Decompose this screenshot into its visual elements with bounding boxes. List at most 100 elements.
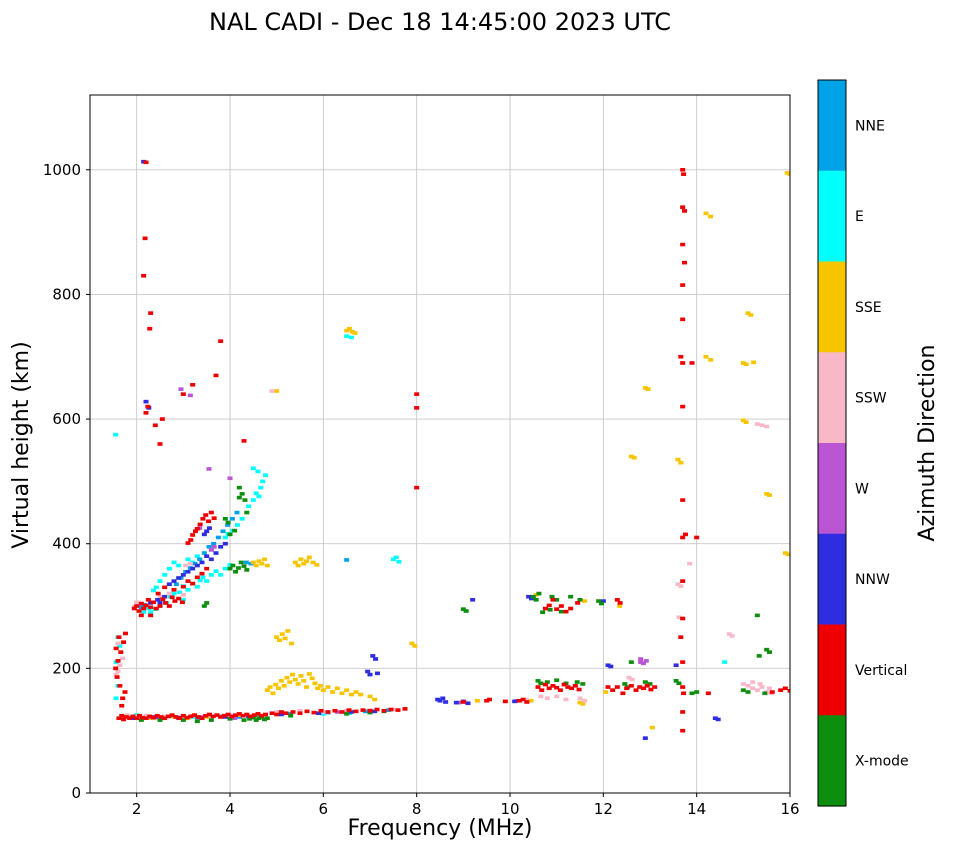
data-point-SSE: [264, 563, 270, 568]
data-point-SSE: [703, 354, 709, 359]
data-point-SSW: [187, 561, 193, 566]
data-point-SSE: [740, 418, 746, 423]
data-point-Vertical: [255, 712, 261, 716]
data-point-SSE: [628, 454, 634, 459]
data-point-X-mode: [227, 566, 233, 571]
data-point-E: [113, 432, 119, 437]
data-point-SSW: [544, 696, 550, 701]
data-point-Vertical: [211, 516, 217, 520]
data-point-SSW: [523, 697, 529, 702]
data-point-Vertical: [162, 716, 168, 721]
data-point-Vertical: [119, 703, 125, 708]
data-point-Vertical: [176, 596, 182, 601]
data-point-E: [194, 554, 200, 558]
data-point-SSW: [582, 698, 588, 703]
data-point-SSE: [281, 684, 287, 688]
data-point-Vertical: [605, 685, 611, 689]
data-point-Vertical: [113, 666, 119, 671]
data-point-NNW: [316, 711, 322, 716]
data-point-SSW: [759, 423, 765, 428]
data-point-Vertical: [166, 604, 172, 608]
data-point-SSW: [678, 584, 684, 588]
data-point-Vertical: [778, 688, 784, 692]
data-point-X-mode: [580, 682, 586, 686]
data-point-E: [208, 573, 214, 577]
data-point-X-mode: [554, 678, 560, 682]
data-point-X-mode: [194, 719, 200, 724]
data-point-Vertical: [218, 715, 224, 719]
data-point-NNW: [673, 663, 679, 668]
data-point-Vertical: [414, 485, 420, 490]
data-point-E: [113, 696, 119, 701]
colorbar-band-label: SSE: [855, 300, 882, 316]
y-tick-label: 0: [71, 784, 81, 802]
data-point-Vertical: [563, 609, 569, 614]
data-point-W: [206, 467, 212, 471]
x-tick-label: 6: [319, 800, 329, 818]
data-point-X-mode: [694, 690, 700, 694]
data-point-SSE: [264, 688, 270, 692]
data-point-Vertical: [147, 714, 153, 719]
data-point-X-mode: [762, 691, 768, 696]
colorbar-band-label: E: [855, 209, 864, 225]
data-point-Vertical: [339, 710, 345, 714]
data-point-E: [218, 573, 224, 577]
data-point-NNW: [528, 596, 534, 601]
data-point-X-mode: [549, 594, 555, 599]
data-point-Vertical: [150, 715, 156, 720]
data-point-Vertical: [192, 529, 198, 534]
data-point-Vertical: [542, 682, 548, 687]
x-tick-label: 4: [225, 800, 235, 818]
data-point-Vertical: [680, 710, 686, 714]
data-point-Vertical: [402, 707, 408, 711]
y-tick-label: 800: [52, 285, 81, 303]
data-point-SSE: [642, 386, 648, 390]
data-point-SSE: [344, 688, 350, 692]
data-point-NNE: [288, 712, 294, 716]
data-point-X-mode: [533, 598, 539, 602]
data-point-NNW: [440, 696, 446, 701]
data-point-E: [234, 523, 240, 527]
data-point-SSE: [631, 455, 637, 460]
data-point-Vertical: [576, 687, 582, 692]
data-point-X-mode: [288, 713, 294, 718]
data-point-X-mode: [244, 510, 250, 515]
data-point-X-mode: [756, 654, 762, 658]
data-point-SSW: [554, 694, 560, 699]
data-point-NNW: [370, 654, 376, 658]
data-point-Vertical: [680, 205, 686, 209]
data-point-X-mode: [235, 566, 241, 570]
data-point-Vertical: [381, 708, 387, 713]
data-point-Vertical: [678, 354, 684, 359]
data-point-SSE: [645, 387, 651, 391]
data-point-Vertical: [116, 635, 122, 639]
data-point-Vertical: [199, 571, 205, 576]
data-point-NNW: [166, 582, 172, 587]
data-point-Vertical: [262, 712, 268, 717]
colorbar-band-label: W: [855, 481, 869, 497]
series-E: [113, 334, 728, 719]
data-point-X-mode: [628, 660, 634, 664]
data-point-Vertical: [353, 709, 359, 714]
data-point-SSE: [315, 686, 321, 691]
data-point-E: [250, 498, 256, 502]
data-point-X-mode: [208, 718, 214, 722]
data-point-X-mode: [740, 688, 746, 692]
data-point-X-mode: [236, 485, 242, 490]
colorbar-band-w: [818, 443, 846, 535]
data-point-SSE: [309, 676, 315, 681]
data-point-Vertical: [367, 708, 373, 713]
data-point-Vertical: [680, 242, 686, 247]
data-point-NNW: [600, 599, 606, 603]
data-point-Vertical: [554, 607, 560, 611]
data-point-X-mode: [544, 680, 550, 684]
data-point-SSW: [626, 675, 632, 680]
data-point-SSE: [256, 559, 262, 563]
data-point-E: [246, 504, 252, 509]
data-point-Vertical: [274, 712, 280, 717]
data-point-SSW: [134, 600, 140, 605]
data-point-Vertical: [158, 715, 164, 719]
data-point-Vertical: [680, 728, 686, 733]
data-point-X-mode: [460, 607, 466, 611]
data-point-E: [227, 563, 233, 567]
